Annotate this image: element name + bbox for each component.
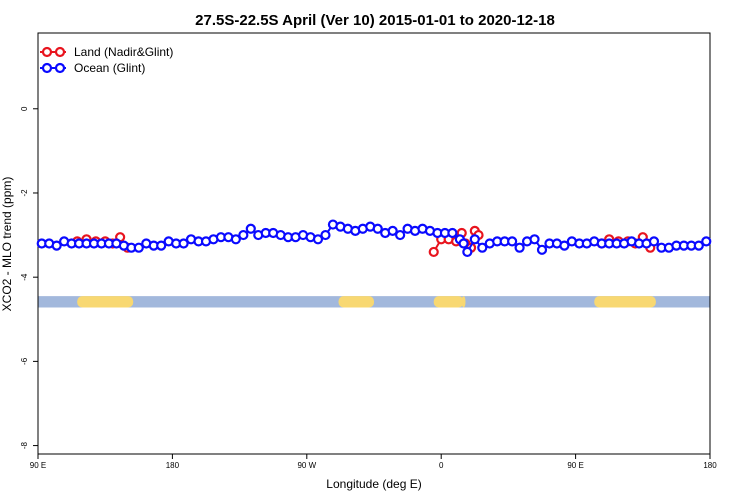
ocean-data-point: [559, 240, 570, 251]
ocean-data-point: [178, 238, 189, 249]
ocean-data-point: [156, 240, 167, 251]
series-layer: [36, 219, 712, 258]
x-tick-label: 180: [166, 461, 180, 470]
land-band: [433, 296, 464, 308]
x-tick-label: 90 E: [567, 461, 583, 470]
ocean-data-point: [395, 229, 406, 241]
ocean-data-point: [514, 242, 525, 253]
ocean-data-point: [469, 234, 480, 245]
ocean-series: [36, 219, 712, 258]
ocean-data-point: [458, 238, 469, 249]
y-axis: 0 -2 -4 -6 -8: [20, 106, 38, 449]
x-axis: 90 E 180 90 W 0 90 E 180: [30, 454, 717, 470]
ocean-data-point: [447, 227, 458, 239]
land-band: [77, 296, 134, 308]
y-tick-label: -2: [20, 189, 29, 197]
x-tick-label: 90 W: [297, 461, 316, 470]
ocean-data-point: [701, 236, 712, 247]
land-ocean-mask: [38, 296, 710, 308]
x-tick-label: 180: [703, 461, 717, 470]
y-tick-label: -8: [20, 441, 29, 449]
land-band: [338, 296, 374, 308]
x-tick-label: 0: [439, 461, 444, 470]
ocean-data-point: [536, 244, 548, 255]
y-tick-label: 0: [20, 106, 29, 111]
ocean-data-point: [312, 234, 324, 245]
ocean-data-point: [320, 229, 331, 241]
ocean-legend-marker: [41, 62, 53, 74]
ocean-data-point: [387, 225, 398, 236]
ocean-data-point: [529, 234, 540, 245]
x-axis-label: Longitude (deg E): [326, 477, 421, 491]
ocean-data-point: [51, 240, 62, 251]
land-data-point: [428, 246, 439, 258]
y-tick-label: -6: [20, 357, 29, 365]
land-legend-marker: [54, 46, 66, 58]
y-tick-label: -4: [20, 273, 29, 281]
ocean-data-point: [693, 240, 704, 251]
legend: Land (Nadir&Glint) Ocean (Glint): [40, 45, 173, 75]
y-axis-label: XCO2 - MLO trend (ppm): [0, 177, 14, 312]
ocean-data-point: [462, 246, 473, 258]
ocean-data-point: [133, 242, 144, 253]
land-legend-label: Land (Nadir&Glint): [74, 45, 173, 59]
land-band: [461, 296, 466, 308]
ocean-data-point: [648, 236, 660, 247]
land-band: [594, 296, 656, 308]
ocean-data-point: [477, 242, 488, 253]
ocean-data-point: [230, 234, 241, 245]
ocean-legend-marker: [54, 62, 66, 74]
land-legend-marker: [41, 46, 53, 58]
chart-title: 27.5S-22.5S April (Ver 10) 2015-01-01 to…: [195, 12, 555, 29]
ocean-data-point: [372, 223, 383, 234]
ocean-data-point: [245, 223, 256, 234]
ocean-legend-label: Ocean (Glint): [74, 61, 145, 75]
x-tick-label: 90 E: [30, 461, 46, 470]
ocean-data-point: [507, 236, 518, 247]
ocean-data-point: [238, 229, 249, 241]
